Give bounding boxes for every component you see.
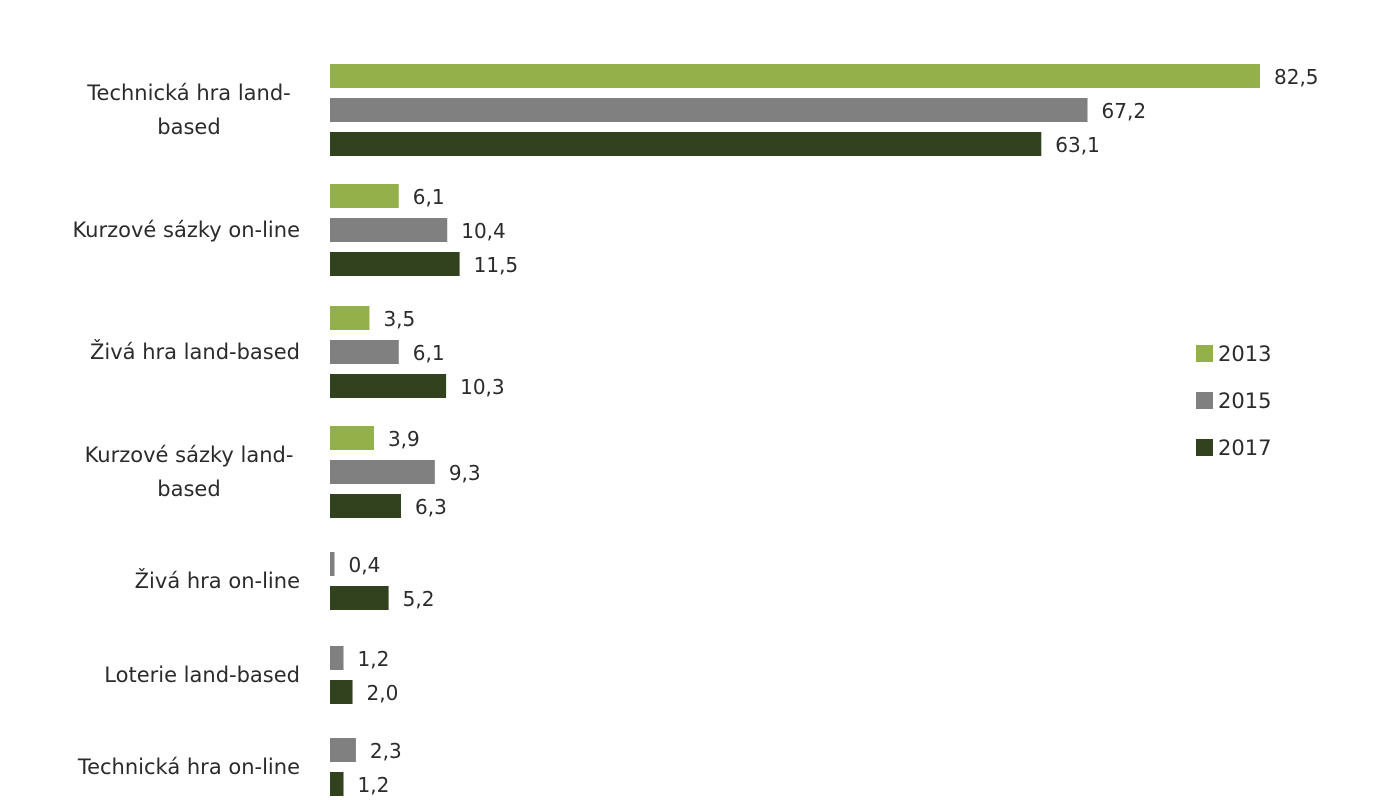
category-label: Technická hra land-: [86, 81, 290, 105]
bar-2015: [330, 340, 399, 364]
data-label: 0,4: [349, 553, 381, 577]
legend-label-2015: 2015: [1218, 389, 1271, 413]
category-label: Loterie land-based: [104, 663, 300, 687]
data-label: 6,1: [413, 185, 445, 209]
bar-2013: [330, 306, 370, 330]
data-label: 1,2: [358, 647, 390, 671]
bar-2017: [330, 680, 353, 704]
data-label: 3,9: [388, 427, 420, 451]
bar-2013: [330, 184, 399, 208]
bar-2017: [330, 494, 402, 518]
data-label: 1,2: [358, 773, 390, 797]
bar-2015: [330, 98, 1088, 122]
data-label: 63,1: [1055, 133, 1100, 157]
data-label: 67,2: [1102, 99, 1147, 123]
data-label: 10,3: [460, 375, 505, 399]
bar-2015: [330, 460, 435, 484]
data-label: 2,3: [370, 739, 402, 763]
bar-2013: [330, 426, 374, 450]
bars: [330, 64, 1260, 796]
category-label: Kurzové sázky land-: [85, 443, 294, 467]
category-label: Kurzové sázky on-line: [72, 218, 300, 242]
bar-2017: [330, 252, 460, 276]
bar-2017: [330, 586, 389, 610]
bar-2017: [330, 374, 447, 398]
bar-2013: [330, 64, 1260, 88]
data-label: 5,2: [403, 587, 435, 611]
category-label: based: [157, 477, 220, 501]
data-label: 2,0: [367, 681, 399, 705]
legend-swatch-2015: [1196, 392, 1213, 409]
legend: 2013 2015 2017: [1196, 342, 1271, 460]
data-label: 10,4: [461, 219, 506, 243]
data-label: 9,3: [449, 461, 481, 485]
category-labels: Technická hra land-based Kurzové sázky on…: [72, 81, 300, 779]
data-label: 6,3: [415, 495, 447, 519]
bar-2015: [330, 646, 344, 670]
bar-2015: [330, 738, 356, 762]
bar-2015: [330, 552, 335, 576]
category-label: based: [157, 115, 220, 139]
value-labels: 82,5 67,263,1 6,1 10,4 11,5 3,5 6,1 10,3 3,9 9,36…: [349, 65, 1319, 797]
category-label: Technická hra on-line: [77, 755, 300, 779]
data-label: 6,1: [413, 341, 445, 365]
data-label: 82,5: [1274, 65, 1319, 89]
legend-swatch-2013: [1196, 345, 1213, 362]
bar-2015: [330, 218, 448, 242]
data-label: 11,5: [474, 253, 519, 277]
data-label: 3,5: [383, 307, 415, 331]
bar-2017: [330, 132, 1042, 156]
legend-label-2017: 2017: [1218, 436, 1271, 460]
category-label: Živá hra land-based: [90, 339, 300, 364]
legend-swatch-2017: [1196, 439, 1213, 456]
bar-2017: [330, 772, 344, 796]
legend-label-2013: 2013: [1218, 342, 1271, 366]
category-label: Živá hra on-line: [135, 568, 300, 593]
